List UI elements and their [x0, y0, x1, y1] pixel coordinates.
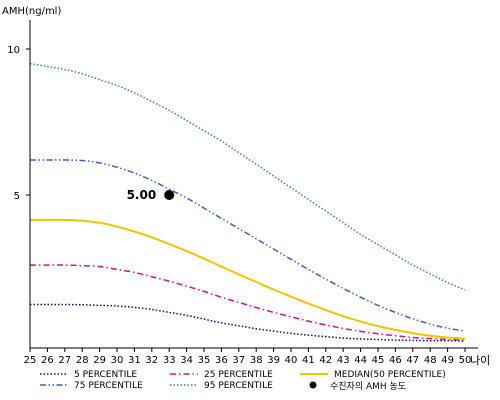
legend-swatch-highlight	[309, 381, 317, 389]
legend-label-95-percentile: 95 PERCENTILE	[204, 381, 273, 391]
x-tick-label: 44	[354, 355, 367, 366]
x-tick-label: 39	[267, 355, 280, 366]
series-line-75-percentile	[30, 159, 466, 332]
x-tick-label: 45	[372, 355, 385, 366]
legend-label-highlight: 수진자의 AMH 농도	[330, 381, 406, 392]
highlight-point	[164, 190, 175, 200]
x-tick-label: 28	[76, 355, 89, 366]
x-tick-label: 48	[424, 355, 437, 366]
x-tick-label: 25	[24, 355, 37, 366]
x-tick-label: 42	[319, 355, 332, 366]
legend-label-median-50-percentile: MEDIAN(50 PERCENTILE)	[334, 370, 446, 380]
x-tick-label: 27	[58, 355, 71, 366]
highlight-point-group: 5.00	[127, 188, 175, 202]
series-line-25-percentile	[30, 264, 466, 341]
x-tick-label: 32	[145, 355, 158, 366]
x-tick-label: 49	[441, 355, 454, 366]
y-tick-label: 10	[7, 45, 20, 56]
x-tick-label: 26	[41, 355, 54, 366]
x-axis-ticks: 25 26 27 28 29 30 31 32 33 34 35 36 37 38 39 40 41 42 43 44…	[24, 348, 472, 366]
y-axis-title: AMH(ng/ml)	[2, 6, 61, 17]
y-tick-label: 5	[14, 191, 20, 202]
x-tick-label: 36	[215, 355, 228, 366]
x-tick-label: 43	[337, 355, 350, 366]
series-lines	[29, 62, 466, 342]
x-tick-label: 38	[250, 355, 263, 366]
series-line-95-percentile	[29, 62, 466, 291]
x-tick-label: 29	[93, 355, 106, 366]
legend-label-25-percentile: 25 PERCENTILE	[204, 370, 273, 380]
x-tick-label: 30	[111, 355, 124, 366]
series-line-5-percentile	[29, 303, 466, 342]
x-tick-label: 35	[198, 355, 211, 366]
highlight-point-label: 5.00	[127, 188, 157, 202]
legend: 5 PERCENTILE 25 PERCENTILE MEDIAN(50 PERCE…	[40, 370, 446, 392]
x-tick-label: 33	[163, 355, 176, 366]
legend-label-5-percentile: 5 PERCENTILE	[74, 370, 137, 380]
x-tick-label: 41	[302, 355, 315, 366]
x-axis-unit: 나이	[470, 354, 490, 367]
x-tick-label: 31	[128, 355, 141, 366]
series-line-median-50-percentile	[29, 218, 466, 340]
x-tick-label: 34	[180, 355, 193, 366]
x-tick-label: 40	[285, 355, 298, 366]
x-tick-label: 50	[459, 355, 472, 366]
legend-label-75-percentile: 75 PERCENTILE	[74, 381, 143, 391]
x-tick-label: 46	[389, 355, 402, 366]
x-tick-label: 37	[232, 355, 245, 366]
x-tick-label: 47	[406, 355, 419, 366]
y-axis-ticks: 5 10	[7, 45, 30, 202]
